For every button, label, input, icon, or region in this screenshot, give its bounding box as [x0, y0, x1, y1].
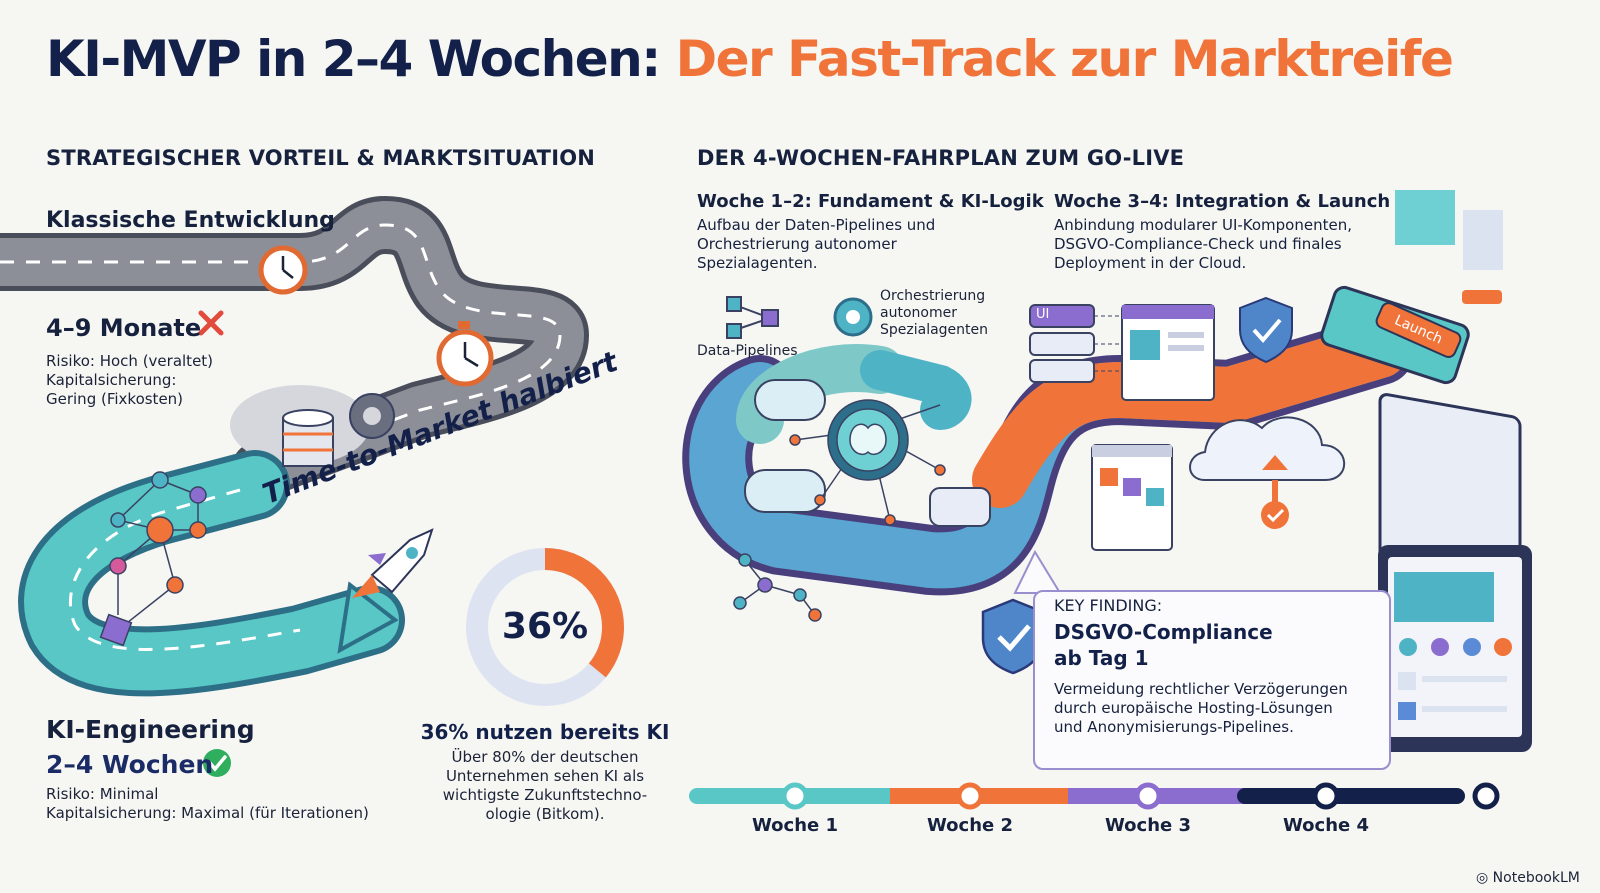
pipe-3	[929, 487, 991, 527]
tablet-device	[1378, 545, 1532, 752]
key-finding-title-1: DSGVO-Compliance	[1054, 620, 1273, 644]
phase-2-text: Anbindung modularer UI-Komponenten, DSGV…	[1054, 216, 1390, 273]
key-finding-title-2: ab Tag 1	[1054, 646, 1149, 670]
browser-window-2	[1091, 444, 1173, 551]
classic-duration: 4–9 Monate	[46, 314, 202, 342]
key-finding-line-2: durch europäische Hosting-Lösungen	[1054, 699, 1333, 717]
roadmap-track	[682, 315, 1415, 596]
browser-window-1	[1121, 304, 1215, 401]
phase-2-line-1: Anbindung modularer UI-Komponenten,	[1054, 216, 1352, 234]
timeline-label-3: Woche 3	[1104, 815, 1192, 836]
brand-footer: ◎ NotebookLM	[1476, 870, 1580, 886]
ui-label: UI	[1036, 307, 1050, 322]
ki-road	[18, 450, 405, 697]
timeline-dot-3[interactable]	[1134, 782, 1162, 810]
donut-value-arc	[466, 548, 624, 706]
shield-icon-top	[1239, 296, 1293, 364]
check-circle-icon	[203, 749, 231, 777]
network-graph	[99, 471, 207, 647]
brand-name: NotebookLM	[1492, 870, 1580, 886]
timeline-label-4: Woche 4	[1282, 815, 1370, 836]
phase-1-title: Woche 1–2: Fundament & KI-Logik	[697, 191, 1044, 212]
stopwatch-icon	[436, 321, 494, 387]
classic-road	[0, 196, 589, 519]
donut-value-label: 36%	[501, 606, 589, 647]
left-section-heading: STRATEGISCHER VORTEIL & MARKTSITUATION	[46, 146, 596, 170]
database-icon	[282, 409, 334, 467]
phase-1-line-2: Orchestrierung autonomer	[697, 235, 897, 253]
orchestration-label: Orchestrierung autonomer Spezialagenten	[880, 288, 988, 339]
ki-title: KI-Engineering	[46, 715, 255, 744]
key-finding-box	[1033, 590, 1391, 770]
title-accent: Der Fast-Track zur Marktreife	[675, 30, 1454, 88]
phase-2-title: Woche 3–4: Integration & Launch	[1054, 191, 1391, 212]
timeline-dot-2[interactable]	[956, 782, 984, 810]
timeline-bar	[689, 782, 1500, 810]
brain-hub	[789, 399, 946, 526]
phase-1-text: Aufbau der Daten-Pipelines und Orchestri…	[697, 216, 1044, 273]
stat-headline: 36% nutzen bereits KI	[420, 720, 670, 744]
stat-line-3: wichtigste Zukunftstechno-	[442, 786, 648, 804]
key-finding-title: DSGVO-Compliance ab Tag 1	[1054, 619, 1273, 671]
classic-risk: Risiko: Hoch (veraltet)	[46, 352, 214, 370]
stat-caption: Über 80% der deutschen Unternehmen sehen…	[420, 748, 670, 824]
timeline-dot-1[interactable]	[781, 782, 809, 810]
stat-line-2: Unternehmen sehen KI als	[445, 767, 645, 785]
orchestration-line-3: Spezialagenten	[880, 322, 989, 338]
ki-capital: Kapitalsicherung: Maximal (für Iteration…	[46, 804, 369, 822]
title-main: KI-MVP in 2–4 Wochen:	[46, 30, 661, 88]
cross-icon	[198, 310, 224, 336]
notebooklm-icon: ◎	[1476, 870, 1489, 886]
donut-chart	[466, 548, 624, 706]
ki-duration: 2–4 Wochen	[46, 750, 214, 779]
network-small	[733, 553, 822, 622]
key-finding-line-1: Vermeidung rechtlicher Verzögerungen	[1054, 680, 1348, 698]
classic-title: Klassische Entwicklung	[46, 208, 335, 233]
phase-1-line-3: Spezialagenten.	[697, 254, 818, 272]
phase-2: Woche 3–4: Integration & Launch Anbindun…	[1054, 191, 1390, 273]
timeline-label-1: Woche 1	[751, 815, 839, 836]
ui-components-stack	[1029, 304, 1125, 383]
pipe-1	[754, 379, 826, 421]
phase-2-line-3: Deployment in der Cloud.	[1054, 254, 1247, 272]
phase-1-line-1: Aufbau der Daten-Pipelines und	[697, 216, 936, 234]
gear-icon	[349, 393, 395, 439]
stat-line-4: ologie (Bitkom).	[485, 805, 605, 823]
rocket-icon	[352, 528, 434, 598]
classic-details: Risiko: Hoch (veraltet) Kapitalsicherung…	[46, 352, 213, 409]
page-title: KI-MVP in 2–4 Wochen: Der Fast-Track zur…	[46, 30, 1454, 88]
timeline-dot-end	[1472, 782, 1500, 810]
pipeline-icon	[726, 296, 779, 339]
phase-1: Woche 1–2: Fundament & KI-Logik Aufbau d…	[697, 191, 1044, 273]
clock-icon-1	[258, 245, 308, 295]
stat-line-1: Über 80% der deutschen	[451, 748, 639, 766]
key-finding-text: Vermeidung rechtlicher Verzögerungen dur…	[1054, 680, 1348, 737]
ki-details: Risiko: Minimal Kapitalsicherung: Maxima…	[46, 785, 369, 823]
pipelines-label: Data-Pipelines	[697, 343, 798, 359]
timeline-dot-4[interactable]	[1312, 782, 1340, 810]
ki-risk: Risiko: Minimal	[46, 785, 159, 803]
key-finding-line-3: und Anonymisierungs-Pipelines.	[1054, 718, 1294, 736]
classic-capital-1: Kapitalsicherung:	[46, 371, 177, 389]
key-finding-kicker: KEY FINDING:	[1054, 596, 1163, 615]
right-section-heading: DER 4-WOCHEN-FAHRPLAN ZUM GO-LIVE	[697, 146, 1185, 170]
pipe-2	[744, 469, 826, 513]
classic-capital-2: Gering (Fixkosten)	[46, 390, 184, 408]
phase-2-line-2: DSGVO-Compliance-Check und finales	[1054, 235, 1342, 253]
timeline-label-2: Woche 2	[926, 815, 1014, 836]
gear-icon-orchestration	[833, 297, 873, 337]
cloud-icon	[1189, 416, 1346, 529]
orchestration-line-1: Orchestrierung	[880, 288, 986, 304]
orchestration-line-2: autonomer	[880, 305, 957, 321]
